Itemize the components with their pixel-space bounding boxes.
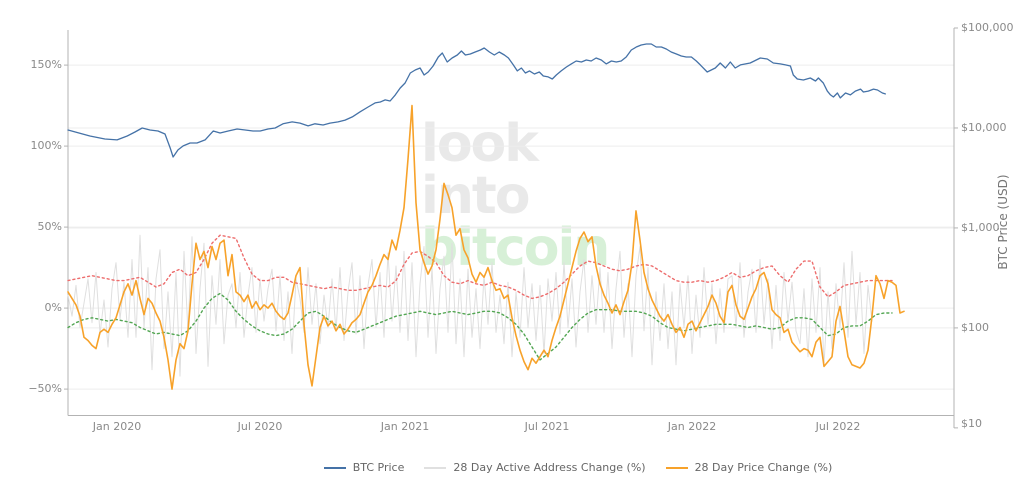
right-axis-tick-100k: $100,000 xyxy=(961,21,1014,34)
right-axis-tick-10: $10 xyxy=(961,417,982,430)
left-axis-tick-150: 150% xyxy=(30,58,62,71)
x-axis-tick-jan2020: Jan 2020 xyxy=(92,420,142,433)
watermark-word-look: look xyxy=(421,114,539,174)
left-axis-tick-0: 0% xyxy=(44,301,62,314)
legend-swatch-btc-price xyxy=(323,466,346,469)
x-axis-tick-jan2021: Jan 2021 xyxy=(380,420,430,433)
left-axis-tick-50: 50% xyxy=(37,220,62,233)
x-axis-tick-jul2021: Jul 2021 xyxy=(524,420,570,433)
x-axis-tick-jan2022: Jan 2022 xyxy=(667,420,717,433)
legend-label-active-address-change: 28 Day Active Address Change (%) xyxy=(453,461,646,474)
x-axis-tick-jul2020: Jul 2020 xyxy=(237,420,283,433)
legend-item-price-change[interactable]: 28 Day Price Change (%) xyxy=(665,461,833,474)
left-axis-tick-100: 100% xyxy=(30,139,62,152)
legend-item-active-address-change[interactable]: 28 Day Active Address Change (%) xyxy=(424,461,646,474)
legend-label-price-change: 28 Day Price Change (%) xyxy=(694,461,833,474)
right-axis-tick-10k: $10,000 xyxy=(961,121,1007,134)
legend-label-btc-price: BTC Price xyxy=(352,461,405,474)
left-axis-tick-neg50: −50% xyxy=(28,382,62,395)
legend-swatch-price-change xyxy=(665,466,688,469)
chart-legend: BTC Price 28 Day Active Address Change (… xyxy=(0,461,1024,474)
x-axis-tick-jul2022: Jul 2022 xyxy=(815,420,861,433)
right-axis-tick-1k: $1,000 xyxy=(961,221,1000,234)
legend-item-btc-price[interactable]: BTC Price xyxy=(323,461,405,474)
right-axis-title: BTC Price (USD) xyxy=(996,174,1010,270)
legend-swatch-active-address-change xyxy=(424,466,447,469)
watermark-word-into: into xyxy=(421,166,530,226)
right-axis-tick-100: $100 xyxy=(961,321,989,334)
